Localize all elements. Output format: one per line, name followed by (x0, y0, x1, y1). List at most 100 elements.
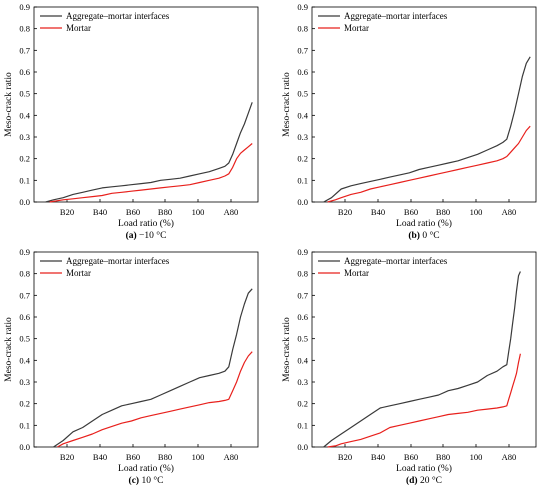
x-tick-label: 100 (192, 207, 205, 217)
y-tick-label: 0.2 (19, 154, 30, 164)
plot-frame (311, 6, 537, 203)
plot-frame (311, 251, 537, 448)
x-tick-label: B40 (371, 207, 385, 217)
y-tick-label: 0.1 (297, 175, 308, 185)
y-tick-label: 0.4 (19, 355, 30, 365)
x-axis-label: Load ratio (%) (396, 218, 452, 229)
y-tick-label: 0.0 (297, 442, 308, 452)
y-tick-label: 0.7 (297, 45, 308, 55)
y-tick-label: 0.1 (19, 175, 30, 185)
x-tick-label: A80 (224, 207, 239, 217)
plot-frame (33, 6, 259, 203)
series-line-mortar (57, 351, 253, 448)
y-tick-label: 0.9 (19, 2, 30, 12)
chart-panel-1: 0.0 0.1 0.2 0.3 0.4 0.5 0.6 0.7 0.8 0.9 B20 B40 B60 B… (4, 2, 259, 241)
x-axis-label: Load ratio (%) (118, 463, 174, 474)
legend-label: Aggregate–mortar interfaces (66, 11, 170, 21)
x-tick-label: 100 (470, 452, 483, 462)
y-tick-label: 0.8 (297, 24, 308, 34)
x-tick-label: A80 (502, 452, 517, 462)
y-tick-label: 0.7 (297, 290, 308, 300)
series-line-interfaces (45, 102, 253, 203)
y-tick-label: 0.0 (19, 197, 30, 207)
panel-caption: (c) 10 °C (129, 475, 164, 486)
y-tick-label: 0.3 (297, 132, 308, 142)
y-tick-label: 0.4 (19, 110, 30, 120)
y-tick-label: 0.9 (19, 247, 30, 257)
legend-label: Aggregate–mortar interfaces (344, 11, 448, 21)
legend-label: Mortar (66, 23, 91, 33)
x-tick-label: B20 (60, 452, 74, 462)
x-tick-label: B60 (126, 207, 140, 217)
x-tick-label: B80 (436, 207, 450, 217)
y-tick-label: 0.2 (19, 399, 30, 409)
y-tick-label: 0.1 (19, 420, 30, 430)
y-tick-label: 0.5 (297, 334, 308, 344)
y-tick-label: 0.3 (297, 377, 308, 387)
panel-caption-text: 0 °C (420, 230, 440, 241)
panel-caption-text: 10 °C (139, 475, 163, 486)
legend-label: Mortar (66, 268, 91, 278)
legend-label: Mortar (344, 268, 369, 278)
series-line-mortar (327, 125, 531, 203)
y-tick-label: 0.5 (297, 89, 308, 99)
y-tick-label: 0.5 (19, 89, 30, 99)
x-tick-label: B80 (158, 207, 172, 217)
panel-caption-letter: (d) (406, 475, 418, 486)
y-tick-label: 0.6 (297, 312, 308, 322)
x-tick-label: B20 (60, 207, 74, 217)
panel-caption-text: 20 °C (418, 475, 442, 486)
legend-label: Mortar (344, 23, 369, 33)
x-tick-label: 100 (192, 452, 205, 462)
y-tick-label: 0.9 (297, 2, 308, 12)
y-tick-label: 0.7 (19, 290, 30, 300)
y-axis-label: Meso-crack ratio (4, 317, 14, 382)
x-tick-label: B40 (93, 207, 107, 217)
chart-panel-2: 0.0 0.1 0.2 0.3 0.4 0.5 0.6 0.7 0.8 0.9 B20 B40 B60 B… (282, 2, 537, 241)
y-tick-label: 0.8 (19, 269, 30, 279)
panel-caption-letter: (a) (126, 230, 137, 241)
y-tick-label: 0.2 (297, 399, 308, 409)
y-axis-label: Meso-crack ratio (282, 72, 292, 137)
plot-frame (33, 251, 259, 448)
y-tick-label: 0.8 (19, 24, 30, 34)
chart-panel-3: 0.0 0.1 0.2 0.3 0.4 0.5 0.6 0.7 0.8 0.9 B20 B40 B60 B… (4, 247, 259, 486)
y-tick-label: 0.3 (19, 377, 30, 387)
chart-panel-4: 0.0 0.1 0.2 0.3 0.4 0.5 0.6 0.7 0.8 0.9 B20 B40 B60 B… (282, 247, 537, 486)
x-tick-label: A80 (224, 452, 239, 462)
series-line-interfaces (323, 56, 531, 203)
y-tick-label: 0.6 (19, 312, 30, 322)
x-tick-label: B60 (404, 207, 418, 217)
panel-caption-letter: (c) (129, 475, 140, 486)
y-tick-label: 0.0 (297, 197, 308, 207)
y-tick-label: 0.5 (19, 334, 30, 344)
series-line-mortar (327, 353, 521, 448)
series-line-interfaces (323, 271, 521, 448)
x-tick-label: A80 (502, 207, 517, 217)
y-axis-label: Meso-crack ratio (282, 317, 292, 382)
legend-label: Aggregate–mortar interfaces (66, 256, 170, 266)
series-line-interfaces (53, 288, 253, 448)
y-tick-label: 0.0 (19, 442, 30, 452)
panel-caption: (a) −10 °C (126, 230, 167, 241)
x-tick-label: B80 (158, 452, 172, 462)
x-tick-label: B60 (404, 452, 418, 462)
y-tick-label: 0.7 (19, 45, 30, 55)
x-axis-label: Load ratio (%) (118, 218, 174, 229)
x-tick-label: B40 (371, 452, 385, 462)
panel-caption-text: −10 °C (137, 230, 167, 241)
y-tick-label: 0.4 (297, 355, 308, 365)
y-tick-label: 0.4 (297, 110, 308, 120)
series-line-mortar (49, 143, 253, 203)
legend-label: Aggregate–mortar interfaces (344, 256, 448, 266)
x-tick-label: B20 (338, 452, 352, 462)
x-tick-label: B60 (126, 452, 140, 462)
y-axis-label: Meso-crack ratio (4, 72, 14, 137)
x-tick-label: B80 (436, 452, 450, 462)
panel-caption-letter: (b) (408, 230, 420, 241)
x-tick-label: B20 (338, 207, 352, 217)
y-tick-label: 0.9 (297, 247, 308, 257)
y-tick-label: 0.6 (297, 67, 308, 77)
x-axis-label: Load ratio (%) (396, 463, 452, 474)
